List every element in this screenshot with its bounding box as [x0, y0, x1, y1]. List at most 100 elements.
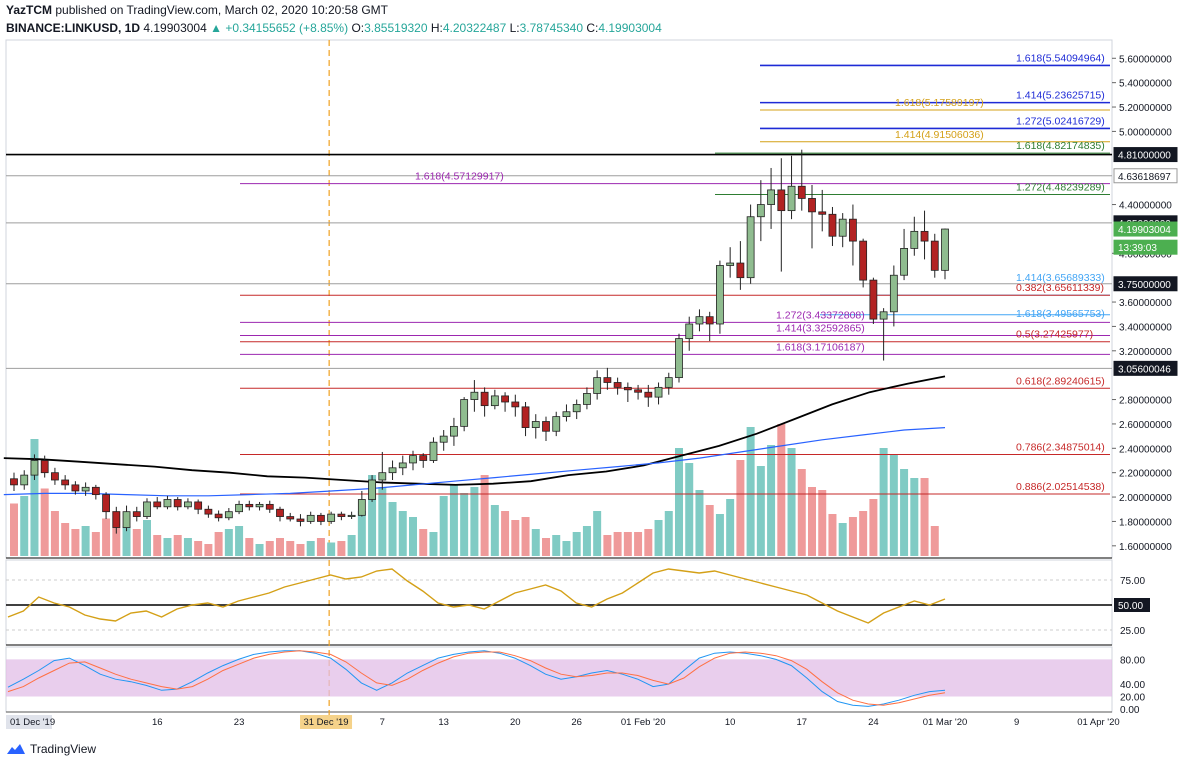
volume-bar — [81, 526, 90, 556]
volume-bar — [91, 532, 100, 556]
price-badge: 4.63618697 — [1113, 168, 1178, 184]
volume-bar — [153, 535, 162, 556]
volume-bar — [429, 532, 438, 556]
rsi-tick-label: 75.00 — [1120, 576, 1145, 587]
volume-bar — [316, 538, 325, 556]
candle-body — [716, 265, 724, 325]
candle-body — [531, 421, 540, 428]
candle-body — [245, 503, 254, 508]
candle-body — [726, 262, 735, 266]
low-label: L: — [509, 21, 520, 35]
candle-body — [81, 486, 90, 492]
volume-bar — [286, 541, 295, 556]
volume-bar — [20, 496, 29, 556]
candle-body — [593, 377, 602, 394]
fib-level-label: 0.786(2.34875014) — [1016, 442, 1105, 454]
candle-body — [20, 474, 29, 486]
open-value: 3.85519320 — [364, 21, 428, 35]
volume-bar — [818, 490, 827, 556]
candle-body — [889, 274, 898, 313]
candle-body — [818, 211, 827, 215]
volume-bar — [449, 484, 458, 556]
price-badge-label: 3.75000000 — [1118, 280, 1171, 291]
volume-bar — [623, 532, 632, 556]
candle-body — [224, 511, 233, 519]
time-tick-label: 23 — [234, 717, 245, 728]
volume-bar — [102, 518, 111, 556]
volume-bar — [388, 502, 397, 556]
candle-body — [112, 511, 121, 528]
volume-bar — [685, 463, 694, 556]
candle-body — [296, 518, 305, 522]
candle-body — [930, 240, 939, 271]
price-tick-label: 2.00000000 — [1119, 493, 1172, 504]
volume-bar — [276, 538, 284, 556]
candle-body — [664, 377, 673, 388]
volume-bar — [378, 487, 387, 556]
price-pane-frame — [5, 39, 1113, 559]
candle-body — [173, 499, 182, 508]
volume-bar — [767, 445, 776, 556]
fib-level-label: 0.886(2.02514538) — [1016, 481, 1105, 493]
candle-body — [327, 513, 336, 522]
volume-bar — [562, 541, 571, 556]
volume-bar — [224, 529, 233, 556]
volume-bar — [787, 448, 796, 556]
price-tick-label: 5.60000000 — [1119, 54, 1172, 65]
chart-header: YazTCM published on TradingView.com, Mar… — [6, 2, 1176, 36]
time-tick-label: 7 — [380, 717, 385, 728]
candle-body — [685, 323, 694, 340]
time-tick-label: 20 — [510, 717, 521, 728]
volume-bar — [173, 535, 182, 556]
year-change-badge — [300, 715, 353, 729]
fib-level-label: 1.618(4.82174835) — [1016, 140, 1105, 152]
time-tick-label: 01 Apr '20 — [1077, 717, 1120, 728]
volume-bar — [746, 427, 755, 556]
candle-body — [562, 411, 571, 418]
stoch-d-line — [7, 650, 946, 706]
volume-bar — [235, 526, 244, 556]
candle-body — [286, 516, 295, 520]
candle-body — [849, 218, 857, 242]
volume-bar — [439, 496, 448, 556]
symbol-label[interactable]: BINANCE:LINKUSD, 1D — [6, 21, 141, 35]
tradingview-footer: TradingView — [6, 742, 96, 756]
volume-bar — [296, 544, 305, 556]
candle-body — [480, 391, 489, 407]
candle-body — [132, 511, 141, 517]
volume-bar — [634, 532, 643, 556]
volume-bar — [50, 511, 59, 556]
start-date-badge — [6, 715, 52, 729]
candle-body — [306, 514, 315, 522]
author-name[interactable]: YazTCM — [6, 3, 53, 17]
time-tick-label: 01 Dec '19 — [10, 717, 55, 728]
candle-body — [490, 395, 499, 407]
time-tick-label: 10 — [725, 717, 736, 728]
price-badge-box — [1113, 147, 1178, 163]
candle-body — [153, 501, 162, 508]
volume-bar — [490, 505, 499, 556]
time-tick-label: 16 — [152, 717, 163, 728]
volume-bar — [470, 487, 479, 556]
candle-body — [204, 508, 213, 515]
fib-level-label: 1.618(4.57129917) — [415, 171, 504, 183]
volume-bar — [695, 490, 704, 556]
price-tick-label: 3.20000000 — [1119, 347, 1172, 358]
volume-bar — [194, 541, 203, 556]
price-badge: 4.81000000 — [1113, 147, 1178, 163]
candle-body — [879, 311, 888, 320]
price-badge: 3.05600046 — [1113, 360, 1178, 376]
fib-level-label: 1.618(5.54094964) — [1016, 52, 1105, 64]
price-tick-label: 1.80000000 — [1119, 517, 1172, 528]
change-value: ▲ +0.34155652 (+8.85%) — [210, 21, 349, 35]
candle-body — [429, 441, 438, 461]
candle-body — [767, 189, 775, 205]
price-badge-box — [1113, 276, 1178, 292]
volume-bar — [675, 448, 683, 556]
volume-bar — [715, 514, 724, 556]
candle-body — [439, 435, 448, 443]
candle-body — [552, 416, 561, 432]
volume-bar — [368, 475, 377, 556]
fib-level-label: 1.618(3.17106187) — [776, 341, 865, 353]
